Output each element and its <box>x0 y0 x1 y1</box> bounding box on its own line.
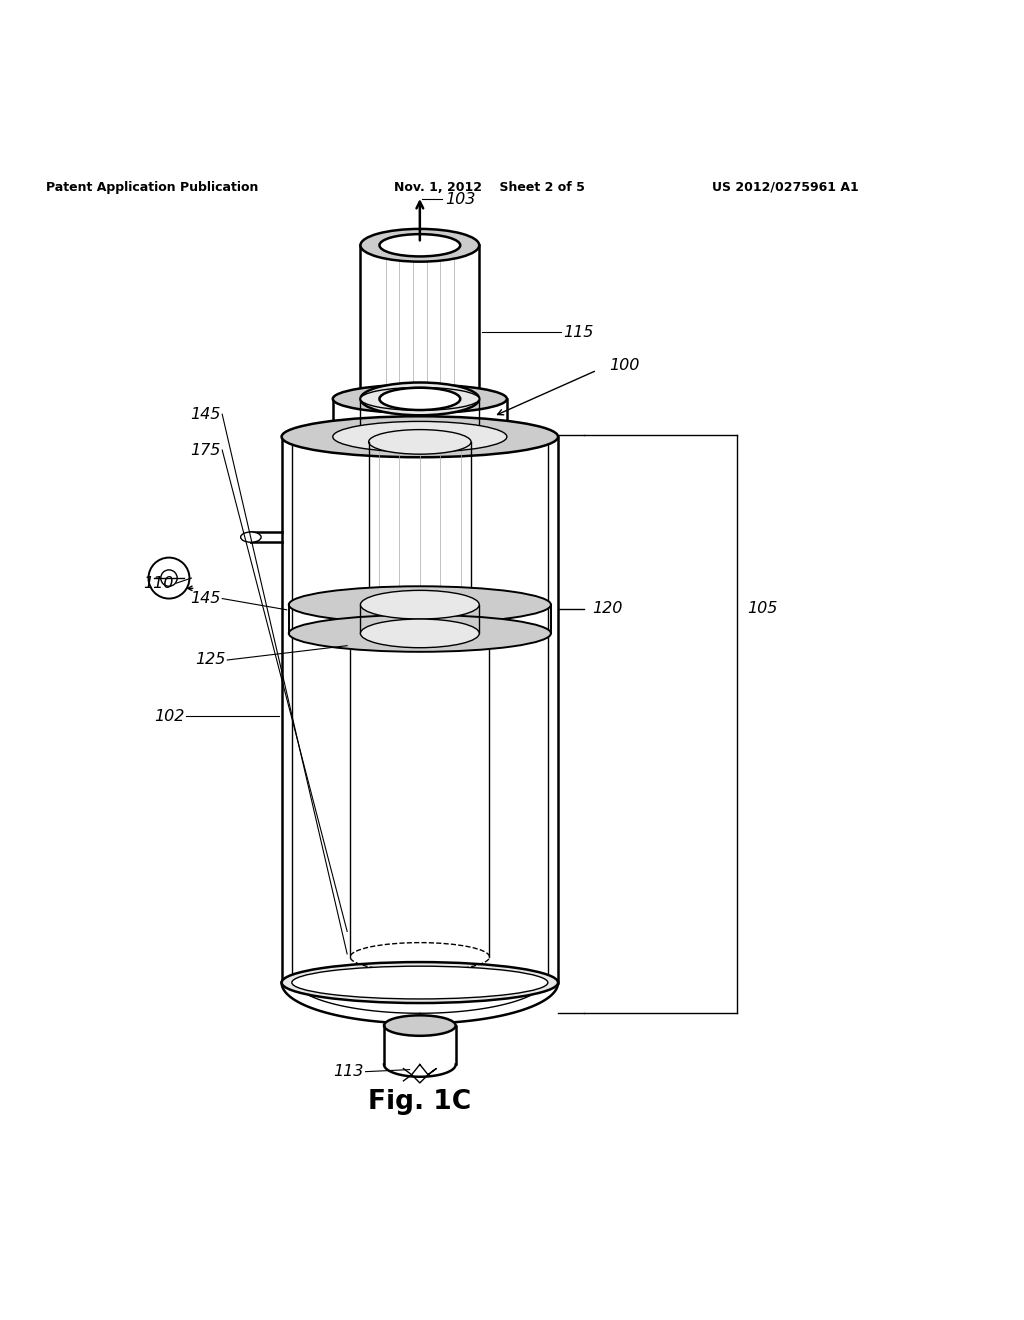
Text: Nov. 1, 2012    Sheet 2 of 5: Nov. 1, 2012 Sheet 2 of 5 <box>394 181 585 194</box>
Text: 115: 115 <box>563 325 594 339</box>
Ellipse shape <box>370 426 470 446</box>
Text: 110: 110 <box>143 576 174 591</box>
Text: 145: 145 <box>189 591 220 606</box>
Ellipse shape <box>333 421 507 453</box>
Ellipse shape <box>384 1015 456 1036</box>
Text: 105: 105 <box>748 602 778 616</box>
Text: 120: 120 <box>592 602 623 616</box>
Polygon shape <box>282 437 558 982</box>
Ellipse shape <box>360 387 479 411</box>
Ellipse shape <box>289 615 551 652</box>
Text: Patent Application Publication: Patent Application Publication <box>46 181 258 194</box>
Ellipse shape <box>333 422 507 451</box>
Circle shape <box>161 570 177 586</box>
Ellipse shape <box>292 966 548 999</box>
Ellipse shape <box>360 383 479 416</box>
Text: 102: 102 <box>154 709 184 723</box>
Ellipse shape <box>360 619 479 648</box>
Ellipse shape <box>289 586 551 623</box>
Text: 113: 113 <box>333 1064 364 1080</box>
Ellipse shape <box>333 384 507 413</box>
Ellipse shape <box>241 532 261 543</box>
Text: 125: 125 <box>195 652 225 668</box>
Text: 100: 100 <box>609 358 640 372</box>
Ellipse shape <box>360 228 479 261</box>
Text: 175: 175 <box>189 442 220 458</box>
Text: US 2012/0275961 A1: US 2012/0275961 A1 <box>712 181 858 194</box>
Ellipse shape <box>350 622 489 649</box>
Ellipse shape <box>380 388 460 411</box>
Ellipse shape <box>282 962 558 1003</box>
Text: 103: 103 <box>445 191 476 207</box>
Ellipse shape <box>360 590 479 619</box>
Ellipse shape <box>282 416 558 457</box>
Ellipse shape <box>369 429 471 454</box>
Ellipse shape <box>380 234 460 256</box>
Text: 145: 145 <box>189 407 220 422</box>
Text: Fig. 1C: Fig. 1C <box>369 1089 471 1115</box>
